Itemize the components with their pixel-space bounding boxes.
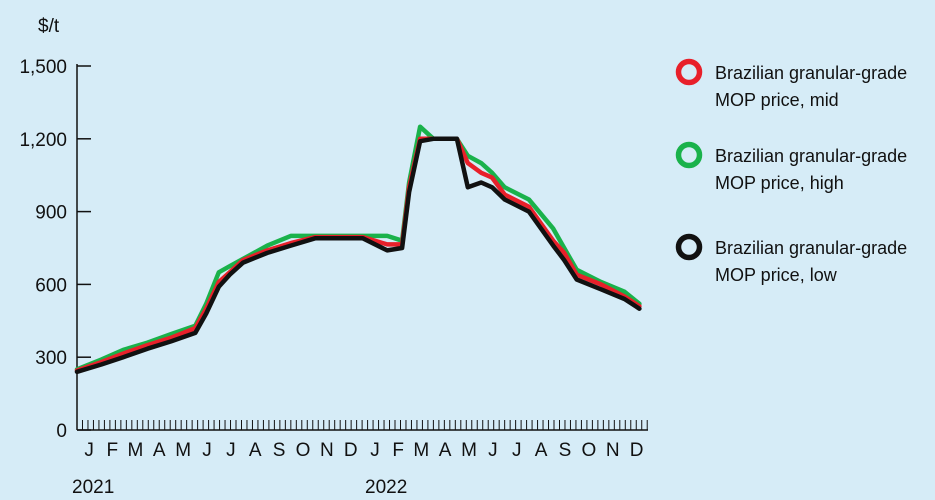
y-tick-label: 1,500 (19, 57, 67, 78)
x-year-label: 2022 (365, 477, 407, 498)
y-axis-unit-label: $/t (38, 16, 60, 37)
x-month-label: S (273, 440, 286, 461)
x-month-label: D (344, 440, 358, 461)
x-month-label: A (249, 440, 262, 461)
x-month-label: D (630, 440, 644, 461)
legend-label: Brazilian granular-grade MOP price, low (715, 238, 907, 285)
legend: Brazilian granular-grade MOP price, mid Br… (675, 58, 907, 285)
x-month-label: J (488, 440, 498, 461)
legend-label: Brazilian granular-grade MOP price, high (715, 146, 907, 193)
x-month-label: M (127, 440, 143, 461)
x-month-label: J (512, 440, 522, 461)
x-month-label: A (439, 440, 452, 461)
x-month-label: N (606, 440, 620, 461)
x-month-label: M (413, 440, 429, 461)
legend-marker (675, 141, 703, 169)
x-month-label: O (581, 440, 596, 461)
x-month-label: J (202, 440, 212, 461)
x-month-label: N (320, 440, 334, 461)
y-axis: 0 300 600 900 1,200 1,500 (19, 57, 91, 442)
y-tick-label: 0 (56, 421, 67, 442)
y-tick-label: 300 (35, 348, 67, 369)
x-month-label: A (153, 440, 166, 461)
x-month-label: M (461, 440, 477, 461)
series-line (74, 136, 642, 375)
series-line (74, 136, 642, 373)
series-lines (74, 124, 642, 375)
x-month-label: J (226, 440, 236, 461)
x-month-label: A (535, 440, 548, 461)
x-month-label: S (559, 440, 572, 461)
legend-marker (675, 58, 703, 86)
legend-marker (675, 233, 703, 261)
y-tick-label: 600 (35, 275, 67, 296)
x-month-label: F (392, 440, 404, 461)
y-tick-label: 1,200 (19, 130, 67, 151)
x-month-label: O (296, 440, 311, 461)
y-tick-label: 900 (35, 203, 67, 224)
x-month-label: M (175, 440, 191, 461)
x-month-label: J (84, 440, 94, 461)
x-month-label: F (106, 440, 118, 461)
x-month-label: J (370, 440, 380, 461)
x-year-label: 2021 (72, 477, 114, 498)
legend-label: Brazilian granular-grade MOP price, mid (715, 63, 907, 110)
